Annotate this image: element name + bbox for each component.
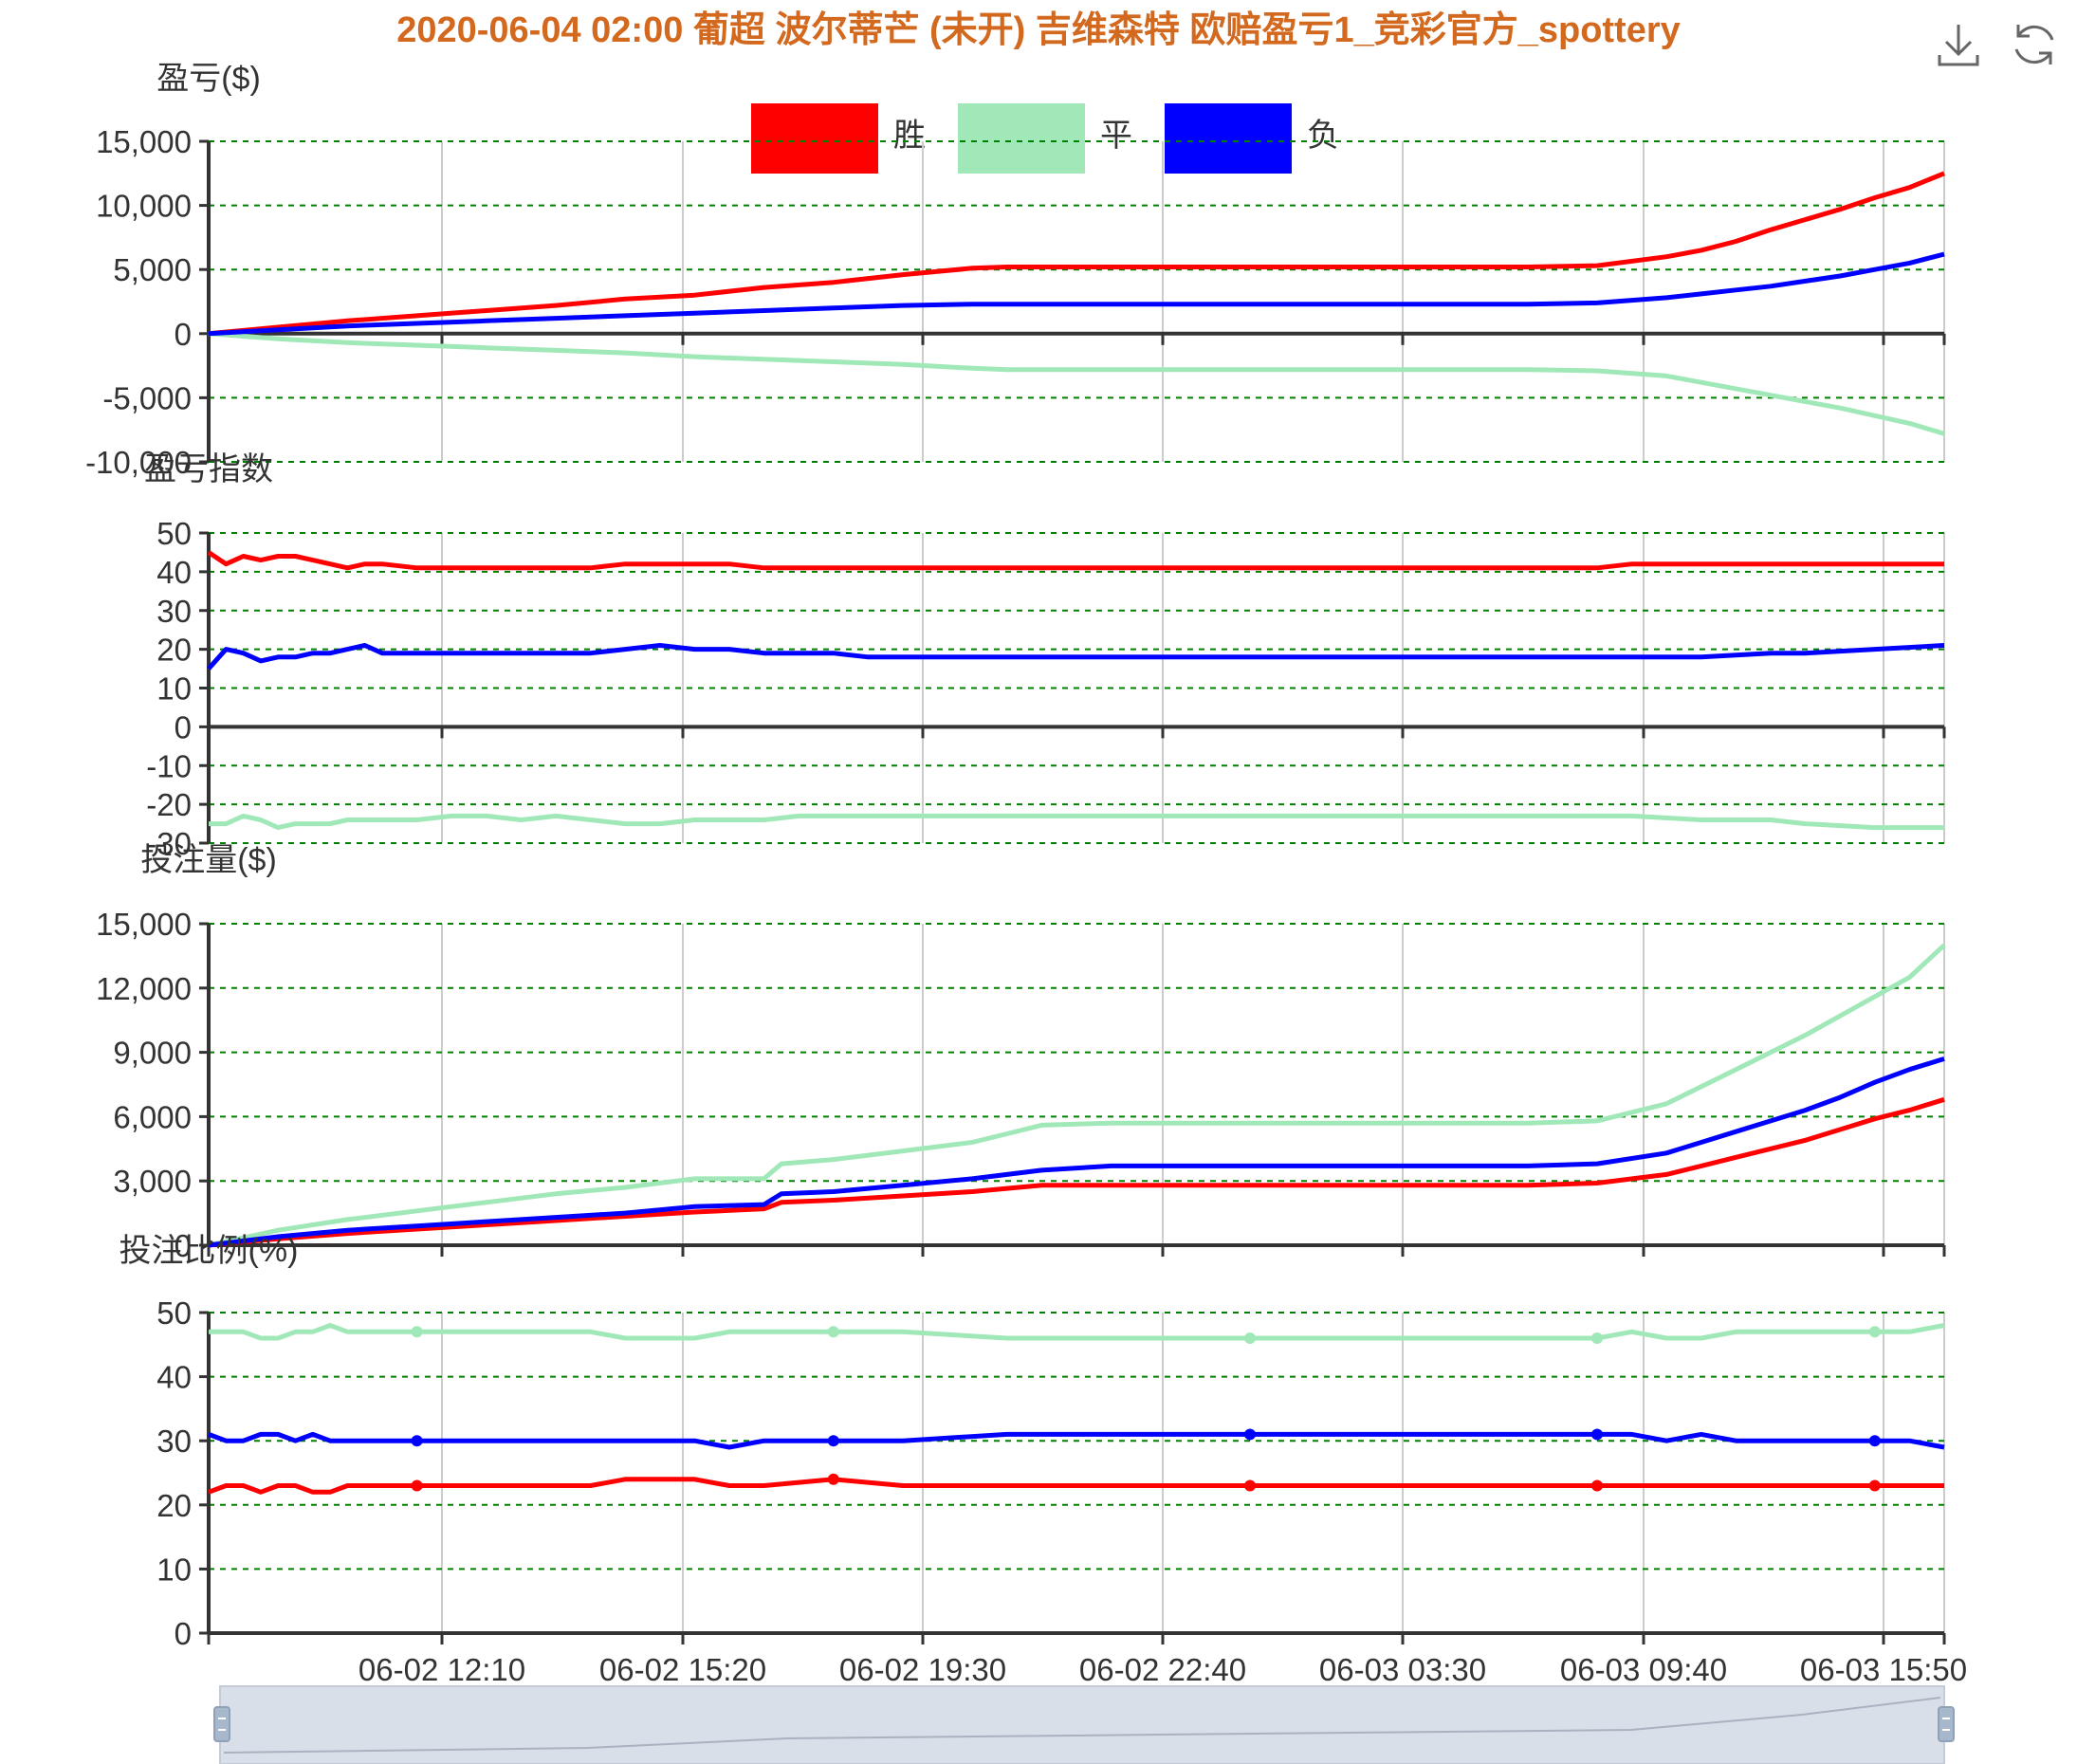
panel-3: 50 40 30 20 10 0 投注比例(%) xyxy=(119,1233,1946,1651)
x-tick-label: 06-03 09:40 xyxy=(1560,1652,1727,1687)
series-point-胜 xyxy=(411,1479,423,1492)
y-tick-label: 10,000 xyxy=(96,189,192,224)
legend-swatch xyxy=(751,103,878,174)
series-line-负 xyxy=(208,1431,1945,1450)
y-tick-label: 3,000 xyxy=(113,1164,192,1199)
y-tick-label: 30 xyxy=(156,594,192,629)
legend-swatch xyxy=(958,103,1085,174)
x-tick-label: 06-03 03:30 xyxy=(1319,1652,1486,1687)
y-tick-label: 20 xyxy=(156,1488,192,1523)
y-axis-name: 盈亏($) xyxy=(156,61,261,97)
legend-label: 负 xyxy=(1307,118,1339,154)
legend-item-2[interactable]: 负 xyxy=(1165,103,1339,174)
refresh-icon[interactable] xyxy=(2011,21,2058,68)
y-tick-label: -5,000 xyxy=(102,380,192,415)
chart-title: 2020-06-04 02:00 葡超 波尔蒂芒 (未开) 吉维森特 欧赔盈亏1… xyxy=(396,10,1681,50)
series-point-负 xyxy=(1244,1428,1256,1441)
series-point-负 xyxy=(1868,1435,1881,1447)
legend: 胜平负 xyxy=(751,103,1339,174)
y-tick-label: 40 xyxy=(156,555,192,590)
y-tick-label: 50 xyxy=(156,1295,192,1331)
y-tick-label: -10 xyxy=(146,748,192,783)
series-point-负 xyxy=(827,1435,839,1447)
legend-swatch xyxy=(1165,103,1292,174)
legend-item-1[interactable]: 平 xyxy=(958,103,1132,174)
data-zoom-slider[interactable] xyxy=(213,1685,1955,1764)
y-axis-name: 盈亏指数 xyxy=(144,451,273,487)
series-line-胜 xyxy=(208,1096,1945,1248)
y-tick-label: 6,000 xyxy=(113,1099,192,1134)
series-line-平 xyxy=(209,1323,1945,1341)
series-line-平 xyxy=(209,813,1944,831)
y-tick-label: 0 xyxy=(175,1228,192,1263)
y-tick-label: 20 xyxy=(156,633,192,668)
series-point-胜 xyxy=(1244,1479,1256,1492)
data-zoom-handle-right[interactable] xyxy=(1938,1706,1955,1742)
download-icon[interactable] xyxy=(1935,21,1982,68)
y-axis-name: 投注量($) xyxy=(140,842,277,878)
series-point-平 xyxy=(1591,1332,1603,1345)
y-tick-label: 15,000 xyxy=(96,124,192,159)
y-tick-label: -20 xyxy=(146,787,192,822)
series-line-胜 xyxy=(208,1477,1944,1495)
series-line-胜 xyxy=(208,171,1945,337)
panel-2: 15,000 12,000 9,000 6,000 3,000 0 投注量($) xyxy=(96,842,1946,1263)
x-tick-label: 06-03 15:50 xyxy=(1800,1652,1967,1687)
x-tick-label: 06-02 19:30 xyxy=(839,1652,1006,1687)
y-tick-label: 10 xyxy=(156,1552,192,1587)
series-line-平 xyxy=(208,331,1945,436)
y-tick-label: 0 xyxy=(175,709,192,744)
series-line-平 xyxy=(208,943,1946,1248)
panel-0: 15,000 10,000 5,000 0 -5,000 -10,000 盈亏($) xyxy=(85,61,1946,480)
y-tick-label: 12,000 xyxy=(96,971,192,1006)
series-point-胜 xyxy=(1591,1479,1603,1492)
x-tick-label: 06-02 12:10 xyxy=(358,1652,525,1687)
series-point-负 xyxy=(1591,1428,1603,1441)
y-tick-label: 10 xyxy=(156,671,192,707)
series-line-负 xyxy=(207,643,1945,671)
series-line-负 xyxy=(208,1057,1945,1248)
y-tick-label: 15,000 xyxy=(96,907,192,942)
series-line-胜 xyxy=(207,550,1944,571)
series-point-负 xyxy=(411,1435,423,1447)
x-tick-label: 06-02 22:40 xyxy=(1079,1652,1246,1687)
x-tick-label: 06-02 15:20 xyxy=(599,1652,766,1687)
series-point-平 xyxy=(1244,1332,1256,1345)
legend-label: 平 xyxy=(1100,118,1132,154)
y-tick-label: 30 xyxy=(156,1424,192,1459)
x-axis: 06-02 12:10 06-02 15:20 06-02 19:30 06-02 2… xyxy=(358,1652,1967,1687)
series-point-平 xyxy=(827,1326,839,1338)
series-point-平 xyxy=(1868,1326,1881,1338)
y-tick-label: 9,000 xyxy=(113,1036,192,1071)
series-point-胜 xyxy=(827,1473,839,1485)
y-tick-label: -10,000 xyxy=(85,445,192,480)
series-point-平 xyxy=(411,1326,423,1338)
series-line-负 xyxy=(208,251,1945,337)
y-tick-label: -30 xyxy=(146,826,192,861)
data-zoom-handle-left[interactable] xyxy=(213,1706,230,1742)
y-tick-label: 0 xyxy=(175,1616,192,1651)
y-tick-label: 40 xyxy=(156,1360,192,1395)
y-tick-label: 50 xyxy=(156,516,192,551)
series-point-胜 xyxy=(1868,1479,1881,1492)
y-tick-label: 0 xyxy=(175,317,192,352)
y-axis-name: 投注比例(%) xyxy=(119,1233,299,1269)
y-tick-label: 5,000 xyxy=(113,252,192,287)
legend-label: 胜 xyxy=(893,118,926,154)
legend-item-0[interactable]: 胜 xyxy=(751,103,926,174)
